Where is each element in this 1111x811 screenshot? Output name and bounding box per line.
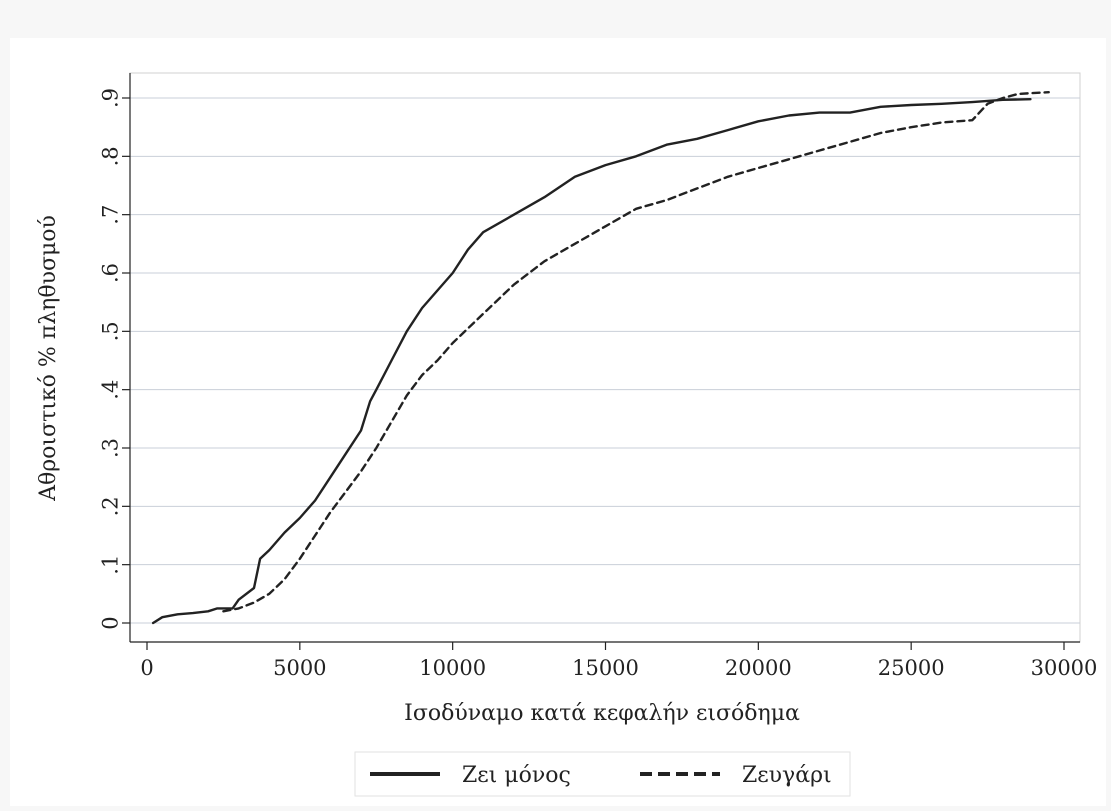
y-tick-label: .1 [98,555,122,575]
legend: Ζει μόνος Ζευγάρι [354,751,851,797]
y-tick-label: .4 [98,380,122,400]
x-ticks: 0 5000 10000 15000 20000 25000 30000 [140,642,1097,680]
y-tick-label: .8 [98,146,122,166]
x-axis-title: Ισοδύναμο κατά κεφαλήν εισόδημα [404,701,800,726]
y-tick-label: .9 [98,88,122,108]
x-tick-label: 5000 [273,656,326,680]
y-axis-title: Αθροιστικό % πληθυσμού [36,215,61,502]
x-tick-label: 15000 [572,656,639,680]
x-tick-label: 20000 [725,656,792,680]
x-tick-label: 30000 [1031,656,1098,680]
y-ticks: 0 .1 .2 .3 .4 .5 .6 .7 .8 .9 [98,88,130,630]
series-line-1 [151,98,1032,625]
plot-area [129,72,1081,643]
x-tick-label: 0 [140,656,153,680]
y-tick-label: .2 [98,496,122,516]
y-tick-label: .5 [98,321,122,341]
line-chart: 0 .1 .2 .3 .4 .5 .6 .7 .8 .9 0 5000 10000 15000 20000… [36,72,1097,797]
y-tick-label: .6 [98,263,122,283]
x-tick-label: 25000 [878,656,945,680]
y-tick-label: .3 [98,438,122,458]
series-lines [151,91,1050,625]
grid-lines [130,97,1080,624]
series-line-2 [222,91,1050,613]
x-tick-label: 10000 [419,656,486,680]
legend-label-series-2: Ζευγάρι [742,763,832,788]
chart-frame: 0 .1 .2 .3 .4 .5 .6 .7 .8 .9 0 5000 10000 15000 20000… [10,38,1106,806]
y-tick-label: 0 [98,616,122,629]
y-tick-label: .7 [98,205,122,225]
legend-label-series-1: Ζει μόνος [462,763,571,788]
